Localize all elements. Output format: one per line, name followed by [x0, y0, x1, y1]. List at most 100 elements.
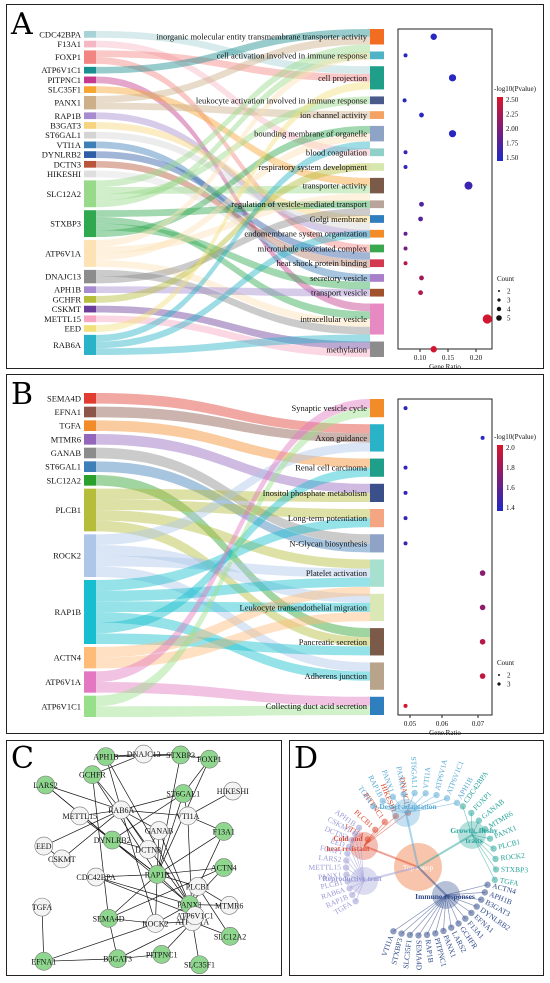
- panelA-flow-link: [96, 76, 370, 312]
- panelB-flow-link: [96, 633, 370, 656]
- network-node: [214, 858, 234, 877]
- gene-branch: [471, 834, 497, 870]
- panelB-flow-link: [96, 399, 370, 682]
- gene-label: PANX1: [318, 870, 343, 882]
- gene-branch: [401, 894, 447, 934]
- panelA-dot: [430, 346, 437, 353]
- panelA-gene-bar: [84, 315, 96, 323]
- panelB-term-label: Collecting duct acid secretion: [266, 701, 368, 711]
- panelB-dot: [480, 435, 485, 440]
- panelB-gene-bar: [84, 534, 96, 577]
- network-edge: [92, 774, 109, 919]
- panelB-dot: [403, 703, 408, 708]
- panelB-xtick-label: 0.07: [472, 720, 485, 728]
- category-link: [417, 834, 473, 868]
- panel-d-label: D: [294, 741, 319, 776]
- panelA-flow-link: [96, 112, 370, 238]
- panelA-gene-bar: [84, 170, 96, 178]
- panel-a: A CDC42BPA F13A1 FOXP1 ATP6V1C1 PITPNC1 SLC35…: [6, 4, 544, 371]
- network-node: [102, 830, 122, 850]
- panelA-gene-bar: [84, 269, 96, 284]
- panelB-xaxis-title: Gene.Ratio: [429, 729, 461, 737]
- panelA-flow-link: [96, 163, 370, 303]
- panelA-flow-link: [96, 86, 370, 186]
- panelB-gene-label: SLC12A2: [47, 475, 81, 485]
- network-node-label: GCHFR: [79, 771, 106, 780]
- panelB-flow-link: [96, 586, 370, 658]
- panelA-term-bar: [370, 244, 384, 253]
- gene-label: SLC35F1: [401, 939, 413, 969]
- panelA-gene-label: SLC12A2: [47, 189, 81, 199]
- panelA-term-label: heat shock protein binding: [277, 258, 368, 268]
- network-node: [188, 877, 207, 896]
- panelA-gene-bar: [84, 325, 96, 332]
- network-node: [70, 806, 90, 826]
- panelA-term-bar: [370, 29, 384, 45]
- panelA-dot: [403, 53, 408, 58]
- panelA-flow-link: [96, 223, 370, 290]
- network-node-label: MTMR6: [215, 901, 243, 910]
- network-edge: [95, 876, 196, 917]
- panelA-dotplot-frame: [397, 28, 493, 350]
- network-node: [146, 914, 165, 933]
- panelB-flow-link: [96, 612, 370, 681]
- gene-dot: [468, 909, 475, 917]
- category-link: [405, 812, 419, 868]
- panelB-size-legend-label: 2: [507, 672, 511, 680]
- panelB-term-bar: [370, 458, 384, 477]
- panelB-gene-bar: [84, 475, 96, 486]
- panelA-gene-label: DNAJC13: [45, 272, 81, 282]
- network-node-label: DCTN3: [135, 846, 161, 855]
- panelA-gene-label: GCHFR: [53, 294, 82, 304]
- panelB-gene-label: ACTN4: [54, 653, 82, 663]
- gene-dot: [415, 932, 422, 939]
- panelA-gene-label: F13A1: [57, 39, 81, 49]
- panelA-colorbar-tick: 2.50: [506, 96, 519, 104]
- panelB-links: [96, 393, 370, 717]
- panelA-colorbar-tick: 1.50: [506, 154, 519, 162]
- panelB-gene-label: ATP6V1C1: [41, 701, 81, 711]
- panelB-gene-label: ROCK2: [53, 551, 81, 561]
- panelB-term-label: Renal cell carcinoma: [295, 463, 367, 473]
- gene-branch: [351, 839, 365, 882]
- network-edge: [117, 921, 193, 960]
- panelA-flow-link: [96, 216, 370, 320]
- panelB-flow-link: [96, 566, 370, 672]
- panelA-dot: [418, 290, 423, 296]
- gene-label: ST6GAL1: [409, 756, 419, 788]
- panel-c-network: APH1B DNAJC13 STXBP3 FOXP1 GCHFR LARS2 METTL15…: [31, 744, 249, 975]
- gene-dot: [481, 826, 489, 833]
- panelA-gene-bar: [84, 286, 96, 294]
- network-node: [190, 955, 209, 975]
- network-edge: [120, 809, 156, 924]
- panelA-dot: [403, 261, 408, 266]
- panelB-colorbar-tick: 1.4: [506, 504, 515, 512]
- panelA-flow-link: [96, 141, 370, 342]
- gene-branch: [445, 884, 488, 896]
- panelA-term-label: endomembrane system organization: [244, 229, 367, 239]
- panelB-dot: [403, 465, 408, 470]
- network-node-label: EED: [36, 842, 52, 851]
- panelA-flow-link: [96, 200, 370, 217]
- gene-label: STXBP3: [501, 865, 529, 875]
- category-label: Desert adaptation: [379, 802, 437, 811]
- panelA-gene-label: HIKESHI: [47, 169, 81, 179]
- panelA-flow-link: [96, 125, 370, 238]
- panelA-term-label: cell activation involved in immune respo…: [217, 50, 368, 60]
- panel-d-radial: Top sheepVTI1APLCB1PITPNC1HIKESHIDNAJC11…: [308, 756, 529, 970]
- network-node: [86, 867, 106, 887]
- panelB-term-bar: [370, 509, 384, 528]
- panelA-term-label: transporter activity: [303, 181, 368, 191]
- gene-dot: [432, 930, 439, 937]
- gene-dot: [448, 924, 455, 931]
- panelA-gene-label: B3GAT3: [50, 120, 81, 130]
- panelA-term-label: respiratory system development: [258, 162, 367, 172]
- gene-dot: [400, 790, 407, 798]
- panelB-flow-link: [96, 447, 370, 544]
- panelB-flow-link: [96, 520, 370, 647]
- panelA-flow-link: [96, 57, 370, 253]
- network-node-label: DYNLRB2: [94, 836, 131, 845]
- gene-dot: [462, 915, 469, 922]
- panelB-flow-link: [96, 475, 370, 638]
- panelA-flow-link: [96, 185, 370, 194]
